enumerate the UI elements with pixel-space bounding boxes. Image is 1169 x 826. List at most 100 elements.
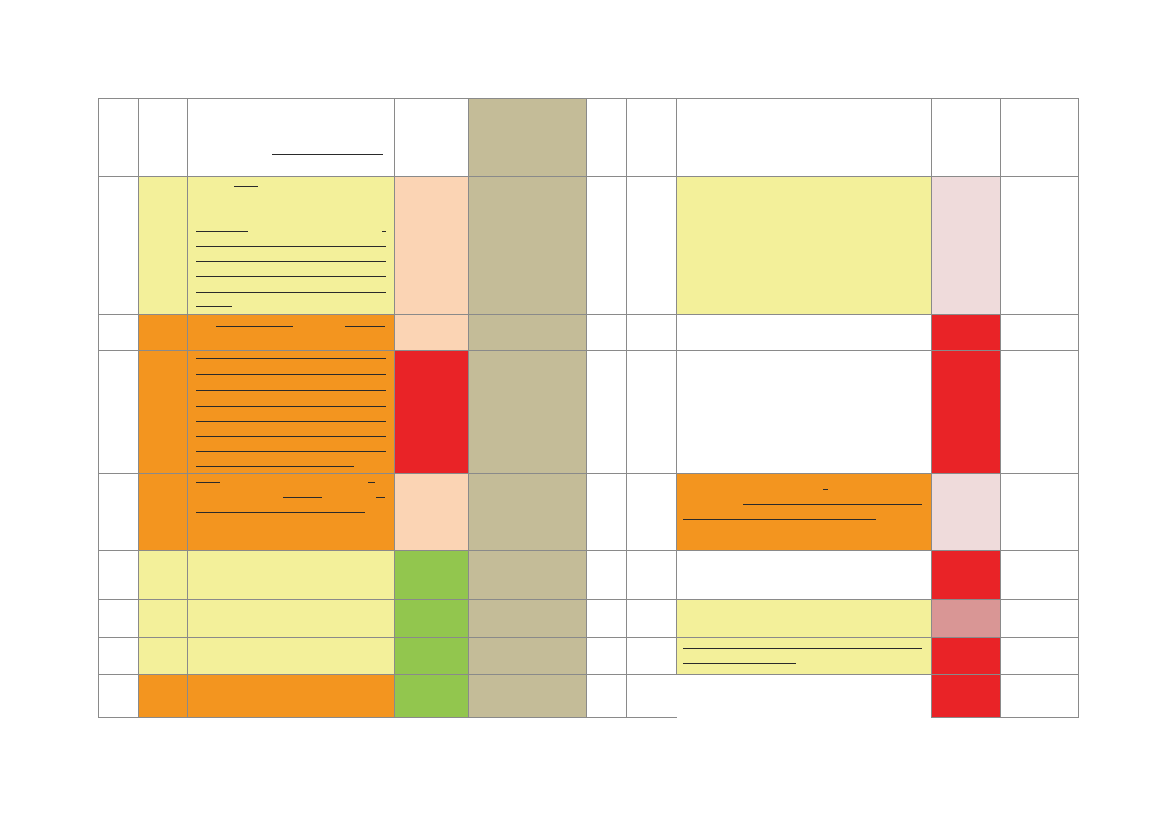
table-cell-r7-c1 (138, 637, 187, 674)
table-cell-r3-c2 (187, 350, 394, 473)
grid-line (187, 98, 188, 718)
redacted-text-line (196, 374, 386, 375)
table-cell-r3-c6 (626, 350, 676, 473)
table-cell-r3-c4 (468, 350, 586, 473)
grid-line (98, 550, 1079, 551)
table-cell-r7-c5 (586, 637, 626, 674)
table-cell-r8-c7 (676, 674, 931, 717)
table-cell-r0-c9 (1000, 98, 1078, 176)
table-cell-r2-c2 (187, 314, 394, 350)
table-cell-r7-c4 (468, 637, 586, 674)
redacted-text-line (272, 154, 383, 155)
grid-line (98, 473, 1079, 474)
redacted-text-line (382, 231, 386, 232)
grid-line (98, 98, 99, 718)
redacted-text-line (683, 663, 796, 664)
table-cell-r4-c8 (931, 473, 1000, 550)
table-cell-r0-c5 (586, 98, 626, 176)
redacted-text-line (234, 186, 258, 187)
table-cell-r0-c4 (468, 98, 586, 176)
table-cell-r6-c4 (468, 599, 586, 637)
table-cell-r4-c1 (138, 473, 187, 550)
table-cell-r4-c2 (187, 473, 394, 550)
table-cell-r0-c2 (187, 98, 394, 176)
table-cell-r6-c6 (626, 599, 676, 637)
redacted-text-line (196, 436, 386, 437)
table-cell-r4-c3 (394, 473, 468, 550)
table-cell-r0-c3 (394, 98, 468, 176)
table-cell-r8-c6 (626, 674, 676, 717)
table-cell-r1-c8 (931, 176, 1000, 314)
table-cell-r3-c5 (586, 350, 626, 473)
table-cell-r5-c1 (138, 550, 187, 599)
table-cell-r4-c4 (468, 473, 586, 550)
table-cell-r7-c6 (626, 637, 676, 674)
redacted-text-line (283, 497, 322, 498)
table-cell-r4-c7 (676, 473, 931, 550)
table-cell-r5-c5 (586, 550, 626, 599)
table-cell-r5-c7 (676, 550, 931, 599)
grid-line (98, 717, 677, 718)
table-cell-r0-c6 (626, 98, 676, 176)
table-cell-r8-c8 (931, 674, 1000, 717)
table-cell-r2-c7 (676, 314, 931, 350)
redacted-text-line (823, 489, 828, 490)
grid-line (931, 717, 1079, 718)
table-cell-r7-c7 (676, 637, 931, 674)
table-cell-r8-c1 (138, 674, 187, 717)
table-cell-r1-c1 (138, 176, 187, 314)
table-cell-r8-c5 (586, 674, 626, 717)
redacted-text-line (196, 246, 386, 247)
grid-line (931, 98, 932, 718)
redacted-text-line (196, 466, 354, 467)
table-cell-r4-c9 (1000, 473, 1078, 550)
table-cell-r3-c0 (98, 350, 138, 473)
table-cell-r5-c3 (394, 550, 468, 599)
table-cell-r0-c8 (931, 98, 1000, 176)
table-cell-r2-c9 (1000, 314, 1078, 350)
redacted-text-line (368, 482, 375, 483)
table-cell-r2-c4 (468, 314, 586, 350)
table-cell-r5-c9 (1000, 550, 1078, 599)
table-cell-r7-c3 (394, 637, 468, 674)
redacted-text-line (196, 451, 386, 452)
grid-line (98, 599, 1079, 600)
table-cell-r4-c0 (98, 473, 138, 550)
table-cell-r3-c3 (394, 350, 468, 473)
redacted-text-line (345, 326, 385, 327)
table-cell-r3-c8 (931, 350, 1000, 473)
table-cell-r6-c5 (586, 599, 626, 637)
table-cell-r8-c0 (98, 674, 138, 717)
redacted-text-line (216, 326, 293, 327)
table-cell-r6-c7 (676, 599, 931, 637)
table-cell-r4-c5 (586, 473, 626, 550)
table-cell-r0-c7 (676, 98, 931, 176)
table-cell-r7-c0 (98, 637, 138, 674)
table-cell-r3-c1 (138, 350, 187, 473)
table-cell-r6-c2 (187, 599, 394, 637)
table-cell-r1-c5 (586, 176, 626, 314)
redacted-text-line (196, 276, 386, 277)
table-cell-r8-c3 (394, 674, 468, 717)
table-cell-r4-c6 (626, 473, 676, 550)
table-cell-r5-c6 (626, 550, 676, 599)
table-cell-r2-c5 (586, 314, 626, 350)
table-cell-r6-c0 (98, 599, 138, 637)
table-cell-r1-c3 (394, 176, 468, 314)
table-cell-r5-c0 (98, 550, 138, 599)
redacted-text-line (743, 504, 922, 505)
table-cell-r7-c9 (1000, 637, 1078, 674)
redacted-text-line (196, 306, 232, 307)
redacted-text-line (196, 482, 220, 483)
table-cell-r0-c1 (138, 98, 187, 176)
grid-line (98, 176, 1079, 177)
redacted-text-line (196, 390, 386, 391)
redacted-text-line (683, 648, 922, 649)
table-cell-r2-c6 (626, 314, 676, 350)
redacted-text-line (196, 261, 386, 262)
table-cell-r5-c2 (187, 550, 394, 599)
table-cell-r0-c0 (98, 98, 138, 176)
grid-line (586, 98, 587, 718)
grid-line (1078, 98, 1079, 718)
redacted-text-line (196, 406, 386, 407)
